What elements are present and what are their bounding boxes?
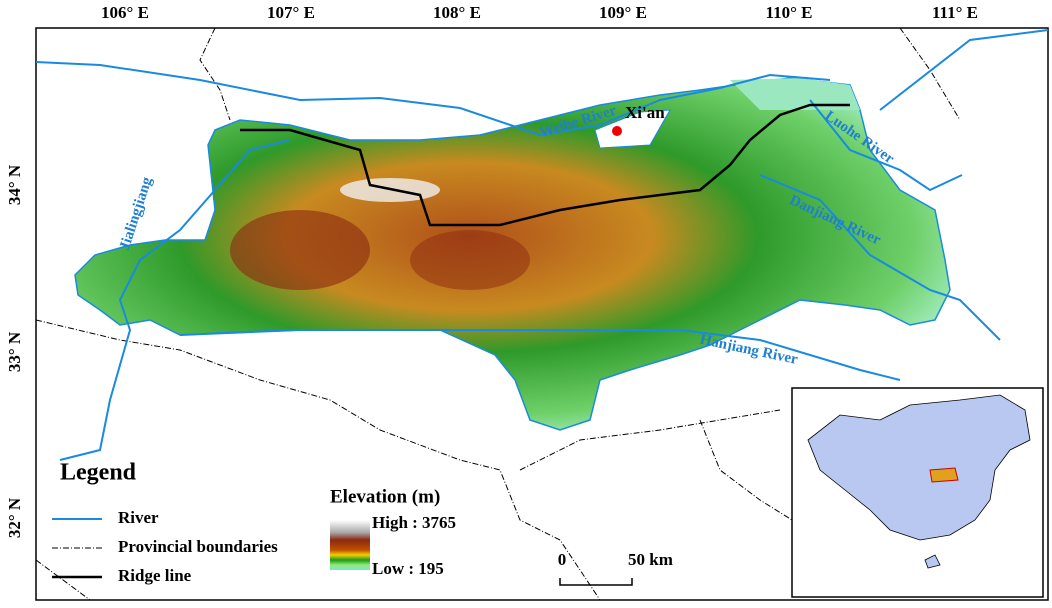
latitude-label: 34° N — [5, 164, 24, 205]
legend-title: Legend — [60, 460, 137, 486]
tick-labels: 106° E 107° E 108° E 109° E 110° E 111° … — [5, 3, 978, 538]
ridge-line — [240, 103, 850, 227]
longitude-label: 108° E — [433, 3, 481, 22]
map-frame — [35, 27, 1049, 601]
longitude-label: 109° E — [599, 3, 647, 22]
scale-line — [559, 578, 633, 586]
scale-end: 50 km — [628, 550, 673, 569]
rivers — [35, 29, 1049, 461]
latitude-label: 33° N — [5, 331, 24, 372]
scale-start: 0 — [558, 550, 567, 569]
hainan — [924, 554, 941, 569]
legend: Legend River Provincial boundaries Ridge… — [52, 460, 456, 585]
longitude-label: 111° E — [932, 3, 978, 22]
inset-map — [791, 387, 1044, 598]
legend-label: River — [118, 508, 159, 527]
latitude-label: 32° N — [5, 497, 24, 538]
longitude-label: 110° E — [766, 3, 813, 22]
elevation-low: Low : 195 — [372, 559, 444, 578]
xian-basin — [594, 109, 671, 149]
longitude-label: 106° E — [101, 3, 149, 22]
elevation-colorbar — [330, 520, 370, 570]
river-label: Jialingjiang — [117, 175, 156, 253]
provincial-boundaries — [35, 27, 961, 601]
legend-label: Provincial boundaries — [118, 537, 278, 556]
china-outline — [807, 394, 1031, 541]
elevation-high: High : 3765 — [372, 513, 456, 532]
city-marker — [612, 126, 622, 136]
river-label: Hanjiang River — [698, 332, 799, 368]
city-label: Xi'an — [625, 103, 665, 122]
high-terrain — [230, 210, 370, 290]
elevation-title: Elevation (m) — [330, 486, 440, 507]
legend-label: Ridge line — [118, 566, 192, 585]
longitude-label: 107° E — [267, 3, 315, 22]
scale-bar: 0 50 km — [558, 550, 673, 586]
lowland — [730, 78, 860, 110]
high-terrain — [410, 230, 530, 290]
study-area-highlight — [929, 467, 959, 483]
